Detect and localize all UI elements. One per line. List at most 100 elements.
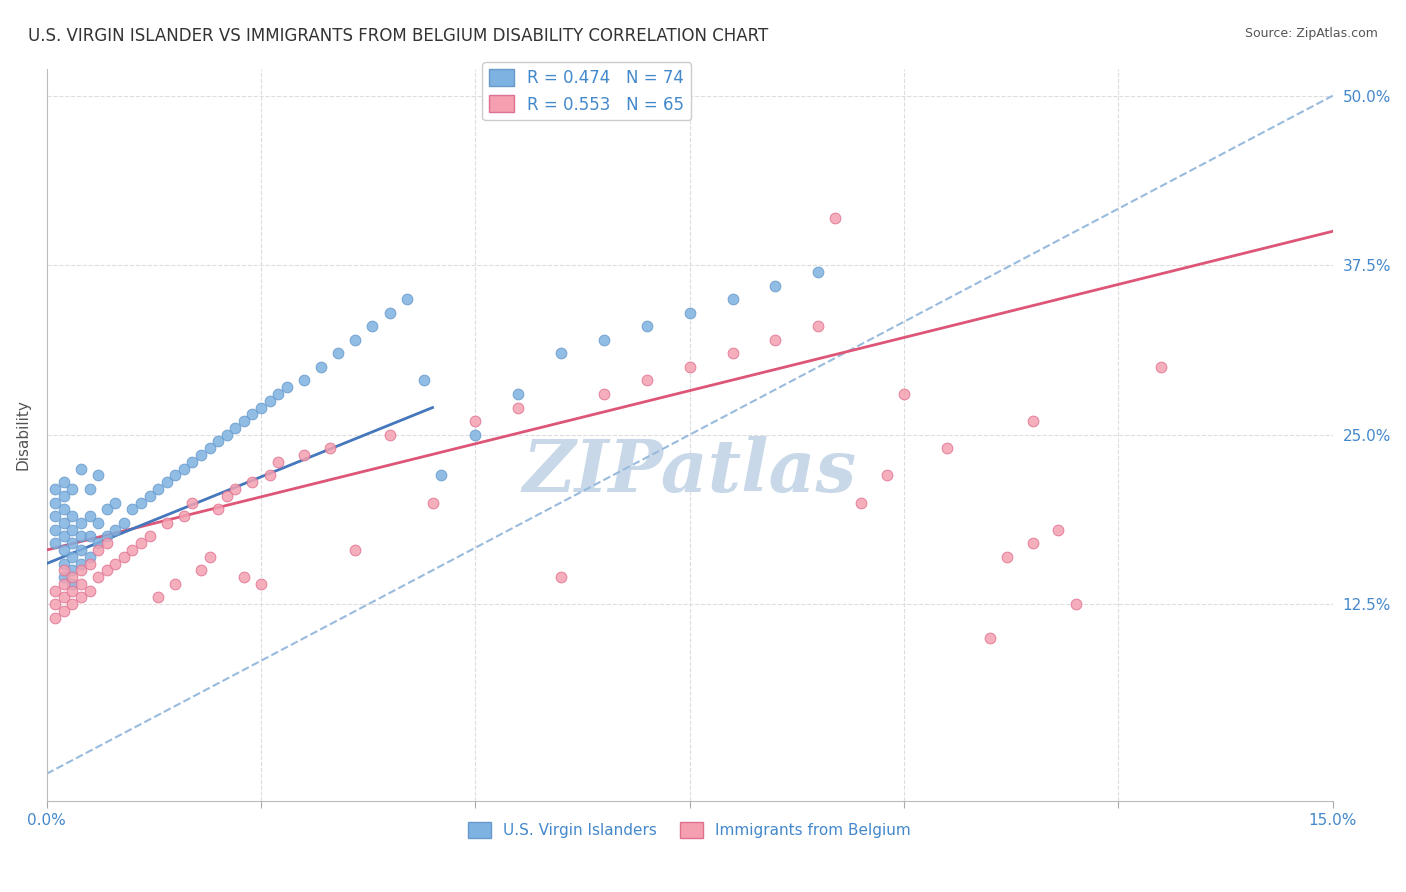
Y-axis label: Disability: Disability xyxy=(15,400,30,470)
Point xyxy=(138,489,160,503)
Point xyxy=(138,529,160,543)
Point xyxy=(79,529,101,543)
Point xyxy=(636,374,658,388)
Point xyxy=(1021,536,1043,550)
Point xyxy=(550,570,572,584)
Point xyxy=(79,482,101,496)
Point xyxy=(104,495,127,509)
Point xyxy=(87,516,110,530)
Point xyxy=(181,455,204,469)
Point xyxy=(60,482,83,496)
Point xyxy=(550,346,572,360)
Point xyxy=(636,319,658,334)
Point xyxy=(96,502,118,516)
Point xyxy=(87,468,110,483)
Point xyxy=(765,333,787,347)
Point xyxy=(807,265,830,279)
Point xyxy=(52,591,75,605)
Point xyxy=(146,482,169,496)
Point xyxy=(893,387,915,401)
Point xyxy=(1064,597,1087,611)
Point xyxy=(156,475,179,490)
Point xyxy=(267,455,290,469)
Point xyxy=(292,448,315,462)
Point xyxy=(146,591,169,605)
Point xyxy=(318,442,340,456)
Point xyxy=(70,461,93,475)
Point xyxy=(44,611,66,625)
Point xyxy=(232,570,254,584)
Point xyxy=(52,475,75,490)
Point xyxy=(112,516,135,530)
Point xyxy=(309,359,332,374)
Point xyxy=(52,502,75,516)
Point xyxy=(87,543,110,558)
Point xyxy=(96,563,118,577)
Point xyxy=(70,577,93,591)
Point xyxy=(242,408,264,422)
Point xyxy=(232,414,254,428)
Point xyxy=(198,442,221,456)
Point xyxy=(979,631,1001,645)
Point xyxy=(190,563,212,577)
Point xyxy=(851,495,873,509)
Point xyxy=(70,563,93,577)
Point xyxy=(378,305,401,319)
Point xyxy=(328,346,350,360)
Point xyxy=(464,414,486,428)
Point xyxy=(876,468,898,483)
Point xyxy=(70,591,93,605)
Point xyxy=(181,495,204,509)
Point xyxy=(413,374,436,388)
Point xyxy=(60,597,83,611)
Point xyxy=(242,475,264,490)
Point xyxy=(224,421,246,435)
Point xyxy=(79,549,101,564)
Point xyxy=(250,577,273,591)
Point xyxy=(79,557,101,571)
Point xyxy=(936,442,959,456)
Point xyxy=(679,359,702,374)
Point xyxy=(207,434,229,449)
Point xyxy=(165,577,187,591)
Point xyxy=(215,489,238,503)
Point xyxy=(70,543,93,558)
Point xyxy=(52,529,75,543)
Point xyxy=(679,305,702,319)
Point xyxy=(96,529,118,543)
Point xyxy=(508,387,530,401)
Point xyxy=(52,557,75,571)
Point xyxy=(259,468,281,483)
Point xyxy=(60,523,83,537)
Point xyxy=(259,393,281,408)
Point xyxy=(508,401,530,415)
Point xyxy=(87,536,110,550)
Point xyxy=(224,482,246,496)
Point xyxy=(52,570,75,584)
Point xyxy=(593,387,616,401)
Point xyxy=(173,509,195,524)
Point xyxy=(60,509,83,524)
Point xyxy=(156,516,179,530)
Point xyxy=(121,502,143,516)
Point xyxy=(395,292,418,306)
Point xyxy=(1150,359,1173,374)
Point xyxy=(96,536,118,550)
Point xyxy=(995,549,1018,564)
Point xyxy=(70,529,93,543)
Point xyxy=(60,583,83,598)
Point xyxy=(430,468,453,483)
Point xyxy=(344,543,367,558)
Point xyxy=(60,570,83,584)
Point xyxy=(276,380,298,394)
Point xyxy=(52,543,75,558)
Point xyxy=(52,604,75,618)
Legend: U.S. Virgin Islanders, Immigrants from Belgium: U.S. Virgin Islanders, Immigrants from B… xyxy=(463,816,917,845)
Point xyxy=(378,427,401,442)
Point xyxy=(129,536,152,550)
Point xyxy=(824,211,846,225)
Point xyxy=(190,448,212,462)
Point xyxy=(198,549,221,564)
Point xyxy=(87,570,110,584)
Point xyxy=(464,427,486,442)
